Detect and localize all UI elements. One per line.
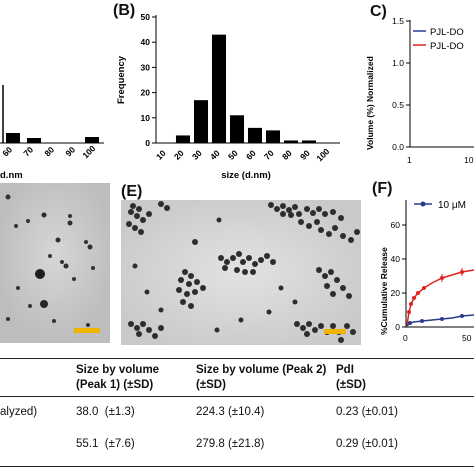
row-0-peak1: 38.0 (±1.3) — [76, 406, 135, 418]
panel-b-bar-50 — [229, 115, 245, 143]
panel-a: 60 70 80 90 100 d.nm — [0, 0, 112, 181]
panel-f-ytick-0: 0 — [395, 322, 400, 332]
panel-b-xtick-label-9: 100 — [314, 146, 331, 163]
header-pdi: PdI (±SD) — [336, 364, 366, 391]
panel-b-xtick-label-6: 70 — [262, 148, 276, 162]
panel-a-bar-100 — [85, 137, 99, 143]
panel-c-ylabel: Volume (%) Normalized — [365, 56, 375, 150]
header-peak2: Size by volume (Peak 2) (±SD) — [196, 364, 327, 391]
row-1-peak2: 279.8 (±21.8) — [196, 438, 265, 450]
panel-f-ytick-3: 60 — [391, 220, 401, 230]
panel-f-red-markers — [407, 270, 464, 314]
panel-f-ytick-2: 40 — [391, 254, 401, 264]
panel-b-bar-30 — [193, 100, 209, 143]
panel-a-tick-1: 70 — [21, 144, 35, 158]
panel-b-ytick-label-2: 20 — [141, 88, 151, 98]
panel-b-bar-70 — [265, 130, 281, 143]
panel-f-ytick-1: 20 — [391, 288, 401, 298]
panel-f-xtick-1: 50 — [462, 333, 472, 343]
row-0-pdi: 0.23 (±0.01) — [336, 406, 398, 418]
panel-b-xtick-label-1: 20 — [172, 148, 186, 162]
panel-b-bar-90 — [301, 140, 317, 143]
panel-b-ytick-label-0: 0 — [145, 138, 150, 148]
panel-b-xtick-label-2: 30 — [190, 148, 204, 162]
panel-b-ylabel: Frequency — [116, 55, 127, 104]
panel-f-blue-markers — [408, 314, 464, 325]
panel-c-legend-label-1: PJL-DO — [430, 41, 464, 52]
panel-a-tick-0: 60 — [0, 144, 14, 158]
panel-e-particles — [121, 200, 361, 345]
panel-b-xlabel: size (d.nm) — [221, 170, 271, 181]
panel-a-tick-2: 80 — [42, 144, 56, 158]
panel-e-scale-bar — [324, 329, 346, 334]
panel-f-red-errorbars — [441, 268, 463, 282]
panel-b-xtick-label-4: 50 — [226, 148, 240, 162]
panel-f-chart: %Cumulative Release 0 20 40 60 0 50 10 μ… — [379, 200, 474, 343]
panel-a-tick-4: 100 — [80, 143, 97, 160]
panel-f-letter: (F) — [372, 180, 393, 197]
panel-c-xtick-0: 1 — [407, 155, 412, 165]
panel-f-legend-label: 10 μM — [438, 200, 466, 211]
panel-b-bar-60 — [247, 127, 263, 143]
panel-b-ytick-label-3: 30 — [141, 62, 151, 72]
panel-b-bar-80 — [283, 140, 299, 143]
panel-a-bar-60 — [6, 133, 20, 143]
panel-b-xtick-label-0: 10 — [154, 148, 168, 162]
panel-c-ytick-2: 1.0 — [392, 58, 404, 68]
table-bottom-rule — [0, 466, 474, 467]
panel-b-xtick-label-8: 90 — [298, 148, 312, 162]
row-0-peak2: 224.3 (±10.4) — [196, 406, 265, 418]
panel-f-ylabel: %Cumulative Release — [379, 247, 389, 335]
panel-f-xtick-0: 0 — [403, 333, 408, 343]
panel-b-bar-40 — [211, 34, 227, 143]
panel-a-tick-3: 90 — [63, 144, 77, 158]
panel-b-xtick-label-7: 80 — [280, 148, 294, 162]
table-top-rule — [0, 358, 474, 359]
panel-c-ytick-0: 0.0 — [392, 142, 404, 152]
table-header-rule — [0, 396, 474, 397]
panel-a-bar-70 — [27, 138, 41, 143]
panel-d-particles — [0, 183, 110, 343]
panel-b-xtick-label-3: 40 — [208, 148, 222, 162]
panel-b-xtick-label-5: 60 — [244, 148, 258, 162]
row-1-pdi: 0.29 (±0.01) — [336, 438, 398, 450]
header-peak1: Size by volume (Peak 1) (±SD) — [76, 364, 160, 391]
panel-d-scale-bar — [74, 328, 100, 333]
panel-a-axis-title: d.nm — [0, 170, 23, 180]
panel-c-chart: Volume (%) Normalized 0.0 0.5 1.0 1.5 1 … — [365, 16, 474, 165]
panel-b-chart: 0 10 20 30 40 50 10 20 30 40 50 60 70 80 90 100 Frequenc… — [116, 12, 340, 181]
panel-f-blue-curve — [406, 314, 474, 327]
size-table: Size by volume (Peak 1) (±SD) Size by vo… — [0, 358, 474, 474]
row-1-peak1: 55.1 (±7.6) — [76, 438, 135, 450]
row-0-label: alyzed) — [0, 406, 38, 418]
panel-c-ytick-1: 0.5 — [392, 100, 404, 110]
panel-b-bar-20 — [175, 135, 191, 143]
panel-b-ytick-label-4: 40 — [141, 37, 151, 47]
panel-e-letter: (E) — [121, 183, 143, 200]
panel-c-xtick-1: 10 — [464, 155, 474, 165]
panel-b-ytick-label-5: 50 — [141, 12, 151, 22]
panel-c-letter: C) — [370, 3, 387, 20]
panel-d-micrograph — [0, 183, 110, 343]
panel-a-chart: 60 70 80 90 100 d.nm — [0, 85, 104, 181]
panel-c-ytick-3: 1.5 — [392, 16, 404, 26]
panel-c-legend-label-0: PJL-DO — [430, 27, 464, 38]
panel-b-ytick-label-1: 10 — [141, 113, 151, 123]
panel-f-legend-marker — [420, 201, 426, 207]
panel-e-micrograph — [121, 200, 361, 345]
panel-b-letter: (B) — [113, 2, 136, 19]
